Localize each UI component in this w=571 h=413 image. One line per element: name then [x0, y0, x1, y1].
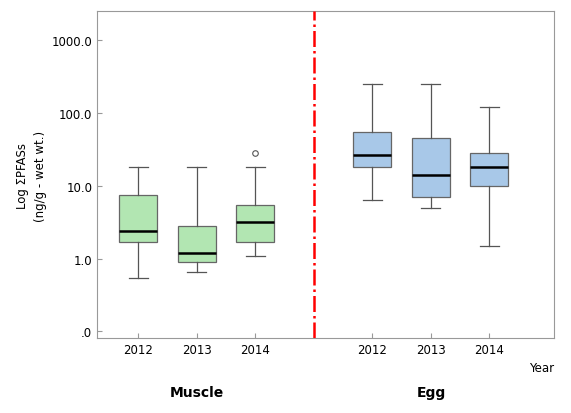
PathPatch shape [353, 133, 391, 168]
Text: Egg: Egg [416, 385, 445, 399]
PathPatch shape [236, 205, 274, 242]
Y-axis label: Log ΣPFASs
(ng/g - wet wt.): Log ΣPFASs (ng/g - wet wt.) [17, 130, 47, 221]
PathPatch shape [178, 227, 216, 262]
PathPatch shape [119, 195, 157, 242]
PathPatch shape [412, 139, 450, 198]
Text: Muscle: Muscle [170, 385, 224, 399]
PathPatch shape [471, 154, 509, 186]
Text: Year: Year [529, 361, 554, 374]
